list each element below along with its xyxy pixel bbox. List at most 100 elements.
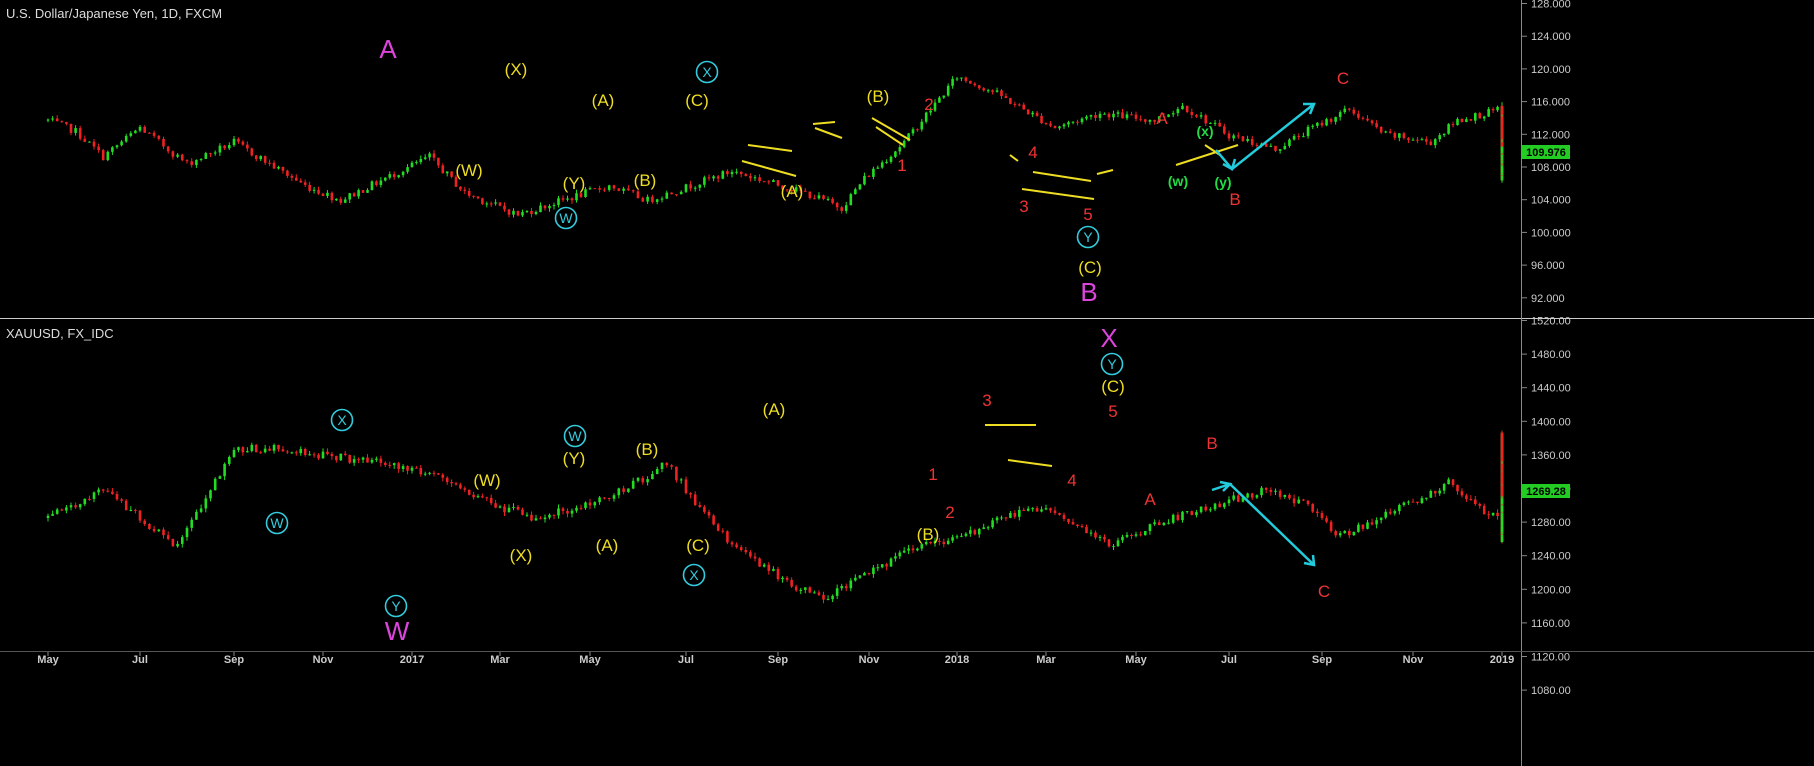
candle bbox=[1411, 137, 1415, 141]
candle bbox=[65, 504, 68, 514]
candle bbox=[120, 140, 123, 147]
candle bbox=[379, 177, 383, 188]
candle bbox=[138, 509, 142, 524]
candle bbox=[450, 171, 453, 179]
candle bbox=[684, 183, 688, 194]
candle bbox=[665, 190, 669, 200]
usdjpy-pane[interactable] bbox=[46, 76, 1504, 218]
candle bbox=[1474, 495, 1477, 506]
candle bbox=[190, 158, 193, 168]
candle bbox=[65, 121, 68, 126]
candle bbox=[964, 532, 968, 538]
candle bbox=[312, 452, 316, 458]
svg-text:1: 1 bbox=[897, 156, 906, 175]
price-tick-label: 128.000 bbox=[1531, 0, 1571, 11]
candle bbox=[516, 210, 520, 217]
candle bbox=[441, 163, 445, 174]
candle bbox=[521, 507, 524, 516]
candle bbox=[1209, 122, 1212, 125]
price-tick-label: 104.000 bbox=[1531, 195, 1571, 207]
svg-text:2: 2 bbox=[924, 95, 933, 114]
candle bbox=[1438, 487, 1441, 496]
candle bbox=[326, 190, 329, 199]
candle bbox=[867, 175, 871, 178]
candle bbox=[1076, 119, 1079, 126]
candle bbox=[1049, 507, 1052, 513]
candle bbox=[97, 487, 100, 496]
xauusd-pane[interactable] bbox=[46, 430, 1504, 604]
candle bbox=[863, 172, 866, 186]
price-tick-label: 1240.00 bbox=[1531, 551, 1571, 563]
candle bbox=[1297, 133, 1301, 140]
candle bbox=[1465, 117, 1468, 123]
candle bbox=[872, 166, 875, 180]
candle bbox=[494, 199, 497, 206]
candle bbox=[1223, 123, 1226, 135]
candle bbox=[951, 534, 954, 543]
svg-text:B: B bbox=[1229, 190, 1240, 209]
candle bbox=[223, 462, 226, 481]
candle bbox=[312, 186, 316, 194]
usdjpy-price-axis[interactable]: 128.000 124.000 120.000 116.000 112.000 108.0… bbox=[1522, 0, 1571, 305]
candle bbox=[858, 575, 862, 579]
candle bbox=[1009, 511, 1012, 519]
candle bbox=[561, 195, 565, 202]
candle bbox=[223, 144, 226, 151]
candle bbox=[1379, 517, 1383, 524]
candle bbox=[1098, 111, 1102, 122]
candle bbox=[1425, 136, 1428, 145]
time-tick-label: Jul bbox=[678, 654, 694, 666]
wave-label: (C) bbox=[686, 536, 710, 555]
candle bbox=[566, 195, 569, 202]
candle bbox=[295, 450, 298, 456]
candle bbox=[415, 160, 418, 165]
candle bbox=[1204, 113, 1208, 127]
candle bbox=[1398, 503, 1401, 515]
wave-label: (A) bbox=[592, 91, 615, 110]
candle bbox=[281, 446, 285, 452]
candle bbox=[503, 503, 506, 517]
candle bbox=[898, 550, 902, 559]
candle bbox=[991, 89, 994, 95]
candle bbox=[1352, 531, 1356, 536]
wave-label: (Y) bbox=[563, 174, 586, 193]
candle bbox=[308, 181, 311, 193]
candle bbox=[929, 107, 932, 116]
candle bbox=[321, 192, 325, 197]
wave-label: X bbox=[695, 60, 719, 84]
candle bbox=[712, 175, 715, 182]
candle bbox=[1292, 134, 1296, 141]
wave-label: A bbox=[1156, 109, 1168, 128]
svg-text:(B): (B) bbox=[636, 440, 659, 459]
candle bbox=[1062, 512, 1066, 522]
candle bbox=[835, 584, 839, 600]
candle bbox=[730, 540, 734, 548]
candle bbox=[951, 76, 954, 89]
candle bbox=[1460, 488, 1464, 498]
time-axis[interactable]: May Jul Sep Nov 2017 Mar May Jul Sep Nov 2018 Mar Ma… bbox=[37, 652, 1514, 666]
candle bbox=[1357, 522, 1360, 533]
svg-text:(A): (A) bbox=[763, 400, 786, 419]
candle bbox=[1162, 113, 1166, 118]
candle bbox=[525, 210, 529, 214]
candle bbox=[213, 150, 217, 156]
candle bbox=[794, 184, 798, 193]
candle bbox=[1218, 501, 1221, 508]
candle bbox=[776, 180, 780, 187]
candle bbox=[707, 509, 711, 519]
candle bbox=[129, 131, 133, 138]
candle bbox=[1053, 506, 1057, 516]
candle bbox=[749, 549, 752, 559]
candle bbox=[232, 447, 236, 459]
wave-label: B bbox=[1080, 277, 1097, 307]
svg-text:(A): (A) bbox=[781, 182, 804, 201]
candle bbox=[1094, 111, 1097, 121]
price-tick-label: 1400.00 bbox=[1531, 416, 1571, 428]
candle bbox=[1153, 519, 1156, 526]
candle bbox=[361, 456, 365, 464]
candle bbox=[1058, 512, 1061, 516]
svg-text:A: A bbox=[1144, 490, 1156, 509]
candle bbox=[924, 111, 928, 124]
candle bbox=[290, 173, 294, 182]
candle bbox=[603, 187, 606, 193]
